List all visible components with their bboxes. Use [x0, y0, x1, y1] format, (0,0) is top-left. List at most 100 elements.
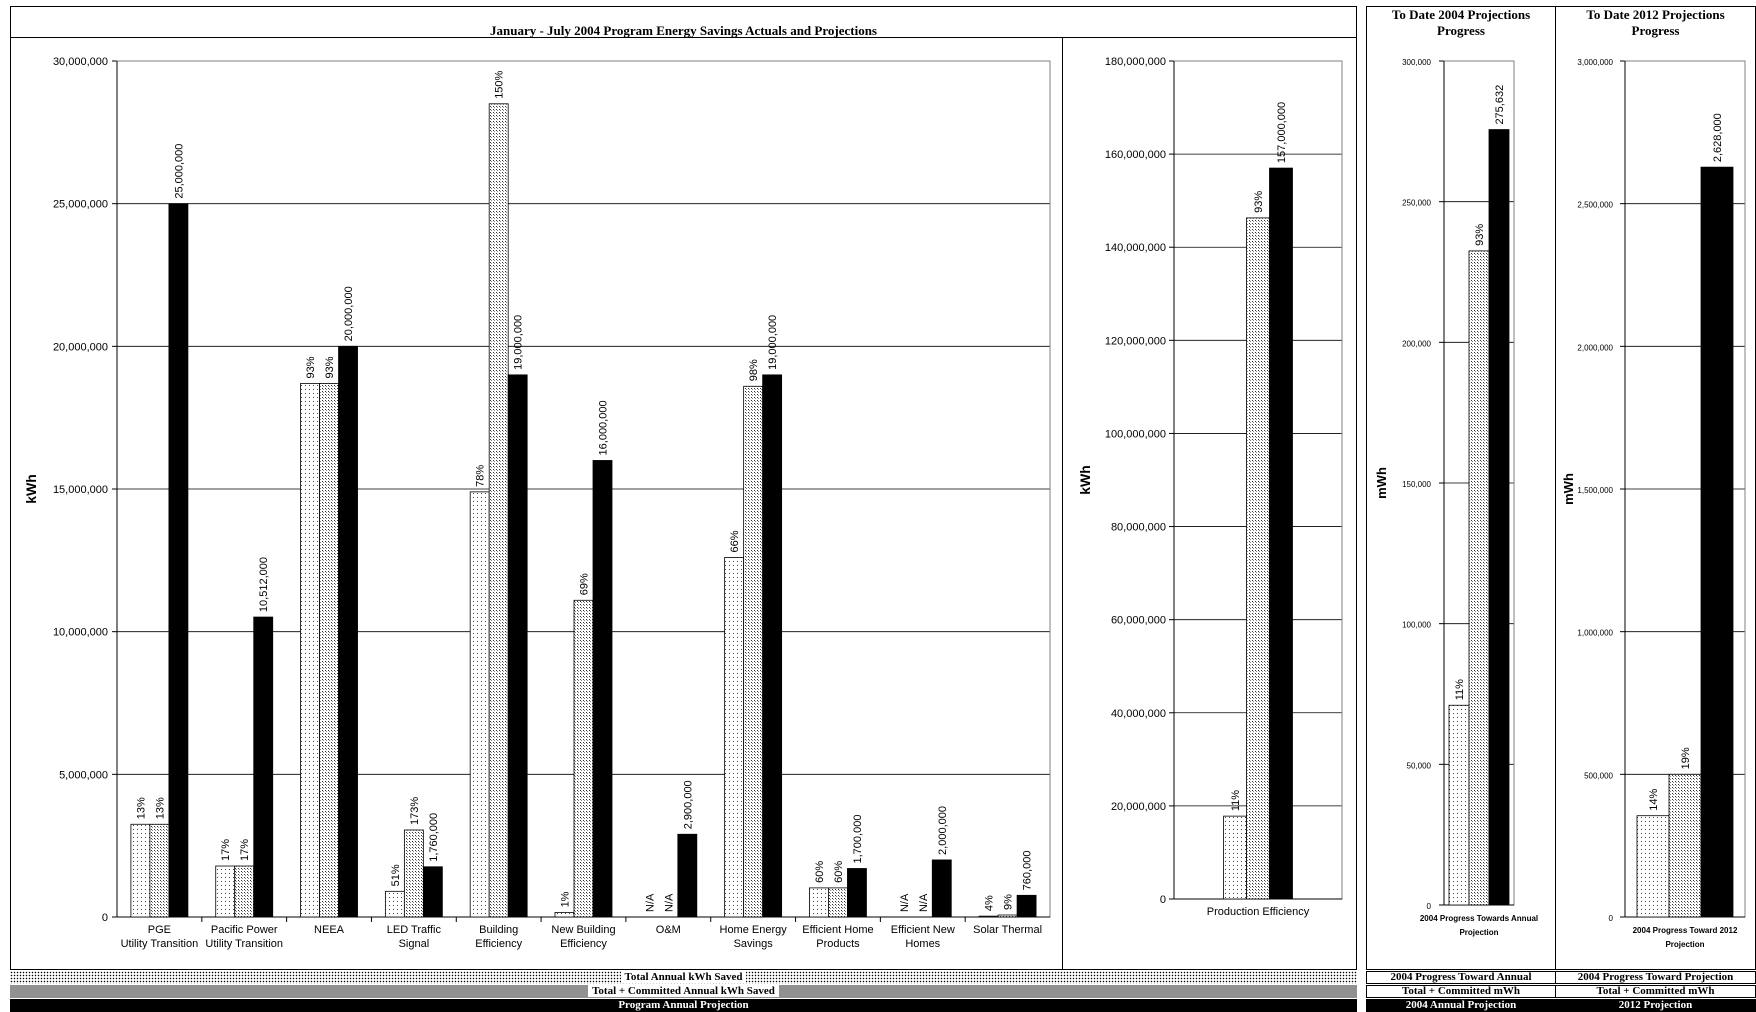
- c1-category-label: Home Energy: [720, 924, 788, 936]
- c1-bar-projection: [168, 203, 189, 918]
- c1-bar-label: 9%: [1003, 894, 1015, 910]
- c2-ytick-label: 60,000,000: [1111, 615, 1166, 627]
- c3-ytick-label: 50,000: [1407, 761, 1432, 770]
- c1-bar-total: [469, 491, 490, 918]
- c1-bar-committed: [743, 385, 764, 918]
- c1-category-label: Utility Transition: [205, 938, 283, 950]
- c4-category-label: Projection: [1665, 940, 1704, 949]
- c1-bar-label: 16,000,000: [598, 400, 610, 455]
- c3-bar-committed: [1468, 250, 1490, 906]
- c1-ylabel: kWh: [23, 474, 39, 504]
- c1-bar-label: 25,000,000: [173, 144, 185, 199]
- panel-divider: [1062, 37, 1063, 970]
- c1-bar-label: 93%: [305, 356, 317, 378]
- c2-ytick-label: 20,000,000: [1111, 801, 1166, 813]
- c1-bar-projection: [931, 859, 952, 918]
- c2-bar-total: [1223, 815, 1247, 900]
- c2-ytick-label: 100,000,000: [1105, 428, 1166, 440]
- c1-category-label: Signal: [399, 938, 430, 950]
- c4-category-label: 2004 Progress Toward 2012: [1633, 926, 1738, 935]
- c1-bar-label: 760,000: [1022, 851, 1034, 891]
- c1-bar-label: 69%: [579, 573, 591, 595]
- main-chart-panel: January - July 2004 Program Energy Savin…: [10, 6, 1357, 970]
- c3-bar-label: 11%: [1454, 679, 1466, 700]
- c1-bar-committed: [234, 865, 255, 918]
- p4-title: To Date 2012 Projections Progress: [1586, 7, 1725, 38]
- c2-group: 0 20,000,000 40,000,000 60,000,000 80,000,00…: [1077, 56, 1343, 918]
- c1-category-label: Solar Thermal: [973, 924, 1042, 936]
- c1-category-label: Building: [479, 924, 518, 936]
- c2-bar-label: 157,000,000: [1276, 102, 1288, 163]
- c4-ytick-label: 3,000,000: [1577, 58, 1613, 67]
- c3-category-label: Projection: [1459, 928, 1498, 937]
- c2-ytick-label: 140,000,000: [1105, 242, 1166, 254]
- c4-bar-label: 2,628,000: [1712, 113, 1724, 162]
- c1-bar-committed: [488, 103, 509, 918]
- c2-ytick-label: 0: [1160, 894, 1166, 906]
- legend-committed-main-label: Total + Committed Annual kWh Saved: [588, 985, 779, 997]
- c1-ytick-label: 25,000,000: [53, 199, 108, 211]
- legend-projection-main-label: Program Annual Projection: [614, 999, 753, 1011]
- c1-bar-projection: [253, 616, 274, 918]
- c1-bar-label: N/A: [663, 893, 675, 912]
- c4-bar-label: 19%: [1680, 747, 1692, 769]
- c1-group: 0 5,000,000 10,000,000 15,000,000 20,000,000…: [23, 56, 1051, 950]
- c1-category-label: Products: [816, 938, 860, 950]
- legend-committed-p3-label: Total + Committed mWh: [1402, 985, 1520, 997]
- c3-group: 0 50,000 100,000 150,000 200,000 250,000 300,0…: [1374, 58, 1538, 937]
- c1-bar-committed: [403, 829, 424, 918]
- c2-ylabel: kWh: [1077, 465, 1093, 495]
- c1-bar-total: [215, 865, 236, 918]
- c1-bar-label: 17%: [239, 839, 251, 861]
- legend-total-main-label: Total Annual kWh Saved: [620, 971, 747, 983]
- c1-ytick-label: 0: [102, 912, 108, 924]
- c3-ytick-label: 300,000: [1402, 58, 1431, 67]
- c4-bar-total: [1636, 815, 1670, 918]
- c1-bar-projection: [677, 833, 698, 918]
- c4-bar-label: 14%: [1648, 788, 1660, 810]
- c1-bar-label: 173%: [409, 797, 421, 825]
- c1-bar-label: 1,700,000: [852, 815, 864, 864]
- legend-committed-p3: Total + Committed mWh: [1366, 985, 1556, 998]
- c1-bar-committed: [997, 914, 1018, 918]
- c1-bar-total: [809, 887, 829, 918]
- c1-category-label: Efficiency: [560, 938, 607, 950]
- c4-ytick-label: 500,000: [1584, 771, 1613, 780]
- c4-ytick-label: 0: [1609, 914, 1614, 923]
- c1-bar-label: 78%: [475, 465, 487, 487]
- legend-total-p4-label: 2004 Progress Toward Projection: [1577, 971, 1734, 983]
- c1-bar-committed: [828, 887, 848, 918]
- c1-bar-label: N/A: [644, 893, 656, 912]
- c2-category-label: Production Efficiency: [1207, 906, 1310, 918]
- c1-bar-total: [300, 383, 320, 918]
- c1-bar-label: 17%: [220, 839, 232, 861]
- p3-title: To Date 2004 Projections Progress: [1391, 7, 1531, 38]
- c1-bar-projection: [762, 374, 783, 918]
- divider-panel: [10, 37, 1357, 970]
- c1-category-label: Pacific Power: [211, 924, 278, 936]
- c2-ytick-label: 80,000,000: [1111, 522, 1166, 534]
- c1-bar-projection: [592, 460, 613, 918]
- c1-bar-projection: [507, 374, 528, 918]
- c3-ytick-label: 200,000: [1402, 339, 1431, 348]
- c4-ytick-label: 2,000,000: [1577, 343, 1613, 352]
- c2-bar-committed: [1246, 217, 1270, 900]
- c2-ytick-label: 180,000,000: [1105, 56, 1166, 68]
- legend-projection-main: Program Annual Projection: [10, 999, 1357, 1012]
- c1-bar-label: 19,000,000: [513, 315, 525, 370]
- legend-total-main: Total Annual kWh Saved: [10, 971, 1357, 984]
- c1-category-label: Efficient Home: [802, 924, 873, 936]
- c1-bar-label: 51%: [390, 864, 402, 886]
- c3-ytick-label: 0: [1427, 902, 1432, 911]
- c1-ytick-label: 30,000,000: [53, 56, 108, 68]
- c1-bar-label: 93%: [324, 356, 336, 378]
- legend-projection-p3-label: 2004 Annual Projection: [1405, 999, 1517, 1011]
- c1-category-label: LED Traffic: [387, 924, 442, 936]
- c1-category-label: Savings: [734, 938, 774, 950]
- c1-bar-total: [554, 912, 575, 918]
- legend-projection-p3: 2004 Annual Projection: [1366, 999, 1556, 1012]
- c1-category-label: PGE: [148, 924, 171, 936]
- c1-bar-label: 4%: [984, 895, 996, 911]
- c3-bar-total: [1448, 704, 1470, 906]
